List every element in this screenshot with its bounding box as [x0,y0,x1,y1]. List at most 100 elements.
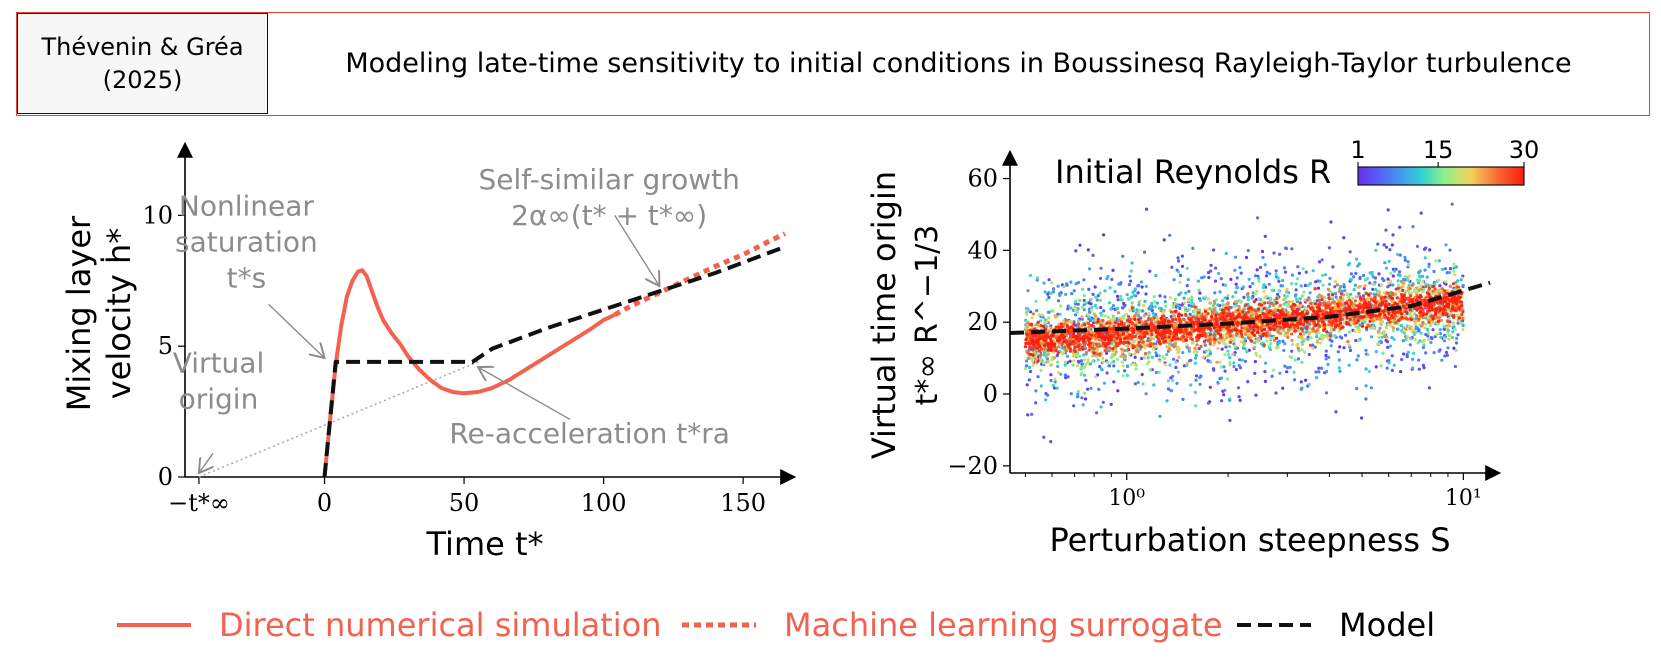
scatter-point [1063,335,1067,339]
scatter-point [1171,374,1175,378]
scatter-point [1046,352,1050,356]
scatter-point [1442,327,1446,331]
scatter-point [1226,301,1230,305]
scatter-point [1257,307,1261,311]
scatter-point [1391,326,1396,330]
scatter-point [1272,328,1276,332]
scatter-point [1213,341,1217,345]
scatter-point [1026,325,1030,329]
scatter-point [1338,313,1342,317]
scatter-point [1366,353,1370,357]
scatter-point [1221,299,1225,303]
scatter-point [1223,353,1227,357]
scatter-point [1144,322,1148,327]
scatter-point [1432,303,1436,307]
scatter-point [1277,328,1281,332]
scatter-point [1024,364,1029,368]
scatter-point [1293,329,1298,333]
scatter-point [1460,276,1464,280]
scatter-point [1447,337,1451,341]
scatter-point [1054,335,1058,339]
scatter-point [1331,265,1335,269]
scatter-point [1334,295,1338,299]
scatter-point [1379,297,1384,301]
scatter-point [1290,282,1294,286]
scatter-point [1451,269,1456,273]
scatter-point [1174,365,1178,370]
scatter-point [1080,324,1084,328]
scatter-point [1353,303,1357,307]
scatter-point [1147,353,1151,357]
scatter-point [1455,302,1459,306]
scatter-point [1377,329,1381,333]
scatter-point [1194,353,1198,357]
scatter-point [1298,332,1303,336]
scatter-point [1369,386,1373,390]
scatter-point [1229,317,1233,321]
scatter-point [1387,361,1391,365]
scatter-point [1411,366,1415,370]
scatter-point [1336,323,1340,327]
scatter-point [1421,345,1425,350]
scatter-point [1324,349,1328,353]
scatter-point [1355,304,1359,308]
scatter-point [1125,335,1130,339]
scatter-point [1193,361,1198,365]
scatter-point [1091,331,1095,335]
scatter-point [1133,313,1137,318]
scatter-point [1143,320,1147,324]
scatter-point [1202,275,1206,279]
scatter-point [1137,283,1141,287]
scatter-point [1360,416,1364,420]
scatter-point [1105,277,1109,281]
scatter-point [1396,318,1401,322]
scatter-point [1172,335,1176,339]
scatter-point [1417,328,1421,332]
scatter-point [1050,309,1054,313]
scatter-point [1174,337,1178,341]
scatter-point [1168,332,1172,336]
scatter-point [1300,386,1304,390]
scatter-point [1214,314,1218,318]
scatter-point [1047,316,1051,320]
scatter-point [1076,322,1081,326]
scatter-point [1032,346,1036,350]
scatter-point [1325,333,1329,338]
scatter-point [1270,374,1274,378]
scatter-point [1026,289,1030,293]
scatter-point [1056,360,1060,364]
scatter-point [1300,360,1304,364]
scatter-point [1049,373,1053,377]
scatter-point [1176,256,1180,260]
scatter-point [1309,336,1313,340]
series-dashed [322,244,786,478]
scatter-point [1025,332,1029,336]
scatter-point [1194,404,1198,408]
scatter-point [1445,325,1450,330]
scatter-point [1186,278,1190,282]
scatter-point [1290,273,1294,277]
scatter-point [1439,318,1443,322]
scatter-point [1401,288,1405,292]
scatter-point [1152,295,1156,299]
scatter-point [1338,335,1342,339]
scatter-point [1428,248,1432,252]
scatter-point [1200,326,1204,330]
scatter-point [1362,297,1366,301]
scatter-point [1086,360,1090,365]
scatter-point [1026,351,1030,355]
scatter-point [1296,325,1300,330]
scatter-point [1143,334,1147,339]
scatter-point [1396,310,1400,314]
scatter-point [1369,326,1373,330]
scatter-point [1121,364,1125,368]
scatter-point [1132,293,1136,297]
scatter-point [1097,387,1101,391]
scatter-point [1108,286,1112,290]
scatter-point [1459,300,1464,304]
scatter-point [1170,265,1174,269]
scatter-point [1461,316,1465,320]
scatter-point [1198,298,1202,303]
scatter-point [1246,329,1250,333]
scatter-point [1348,330,1352,334]
